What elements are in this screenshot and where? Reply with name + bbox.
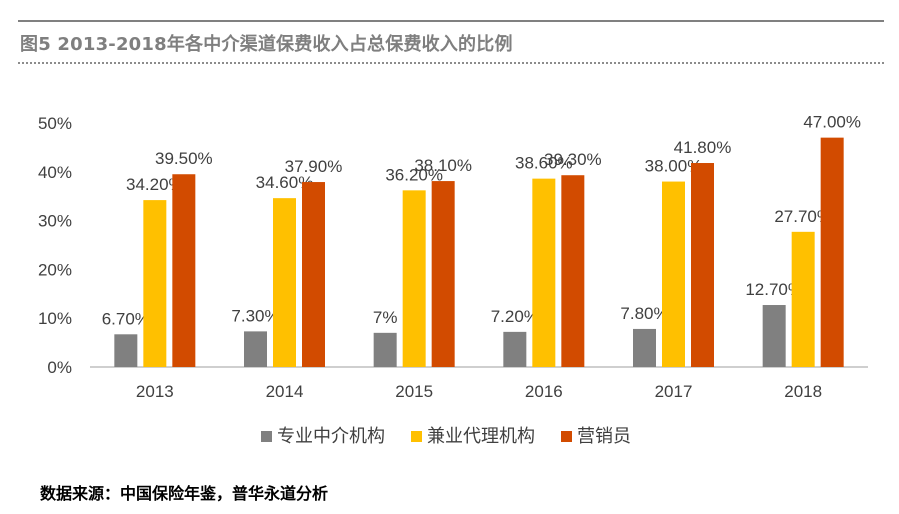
legend-label: 兼业代理机构	[427, 426, 535, 447]
bar	[662, 181, 685, 367]
figure-title: 图5 2013-2018年各中介渠道保费收入占总保费收入的比例	[20, 34, 513, 55]
data-label: 6.70%	[102, 309, 150, 328]
data-label: 37.90%	[285, 157, 343, 176]
y-tick-label: 50%	[38, 114, 72, 133]
data-label: 34.60%	[256, 173, 314, 192]
bar	[114, 334, 138, 367]
data-label: 34.20%	[126, 175, 184, 194]
bar	[302, 182, 325, 367]
bar	[691, 163, 714, 367]
x-tick-label: 2013	[136, 382, 174, 401]
data-label: 38.00%	[645, 157, 703, 176]
source-note: 数据来源：中国保险年鉴，普华永道分析	[40, 484, 329, 503]
legend-swatch	[261, 431, 272, 442]
bar	[532, 178, 556, 367]
data-label: 7.80%	[620, 304, 668, 323]
data-label: 7.20%	[491, 307, 539, 326]
data-label: 27.70%	[774, 207, 832, 226]
bar	[561, 175, 585, 367]
legend-label: 专业中介机构	[277, 426, 385, 447]
data-label: 41.80%	[674, 138, 732, 157]
y-tick-label: 0%	[47, 358, 72, 377]
bar-chart: 0% 10% 20% 30% 40% 50% 6.70% 34.20% 39.50% 2013 7.…	[38, 113, 868, 447]
x-tick-label: 2016	[525, 382, 563, 401]
x-tick-label: 2015	[395, 382, 433, 401]
data-label: 47.00%	[803, 113, 861, 132]
bar	[172, 174, 196, 367]
bar	[633, 328, 656, 367]
bar	[791, 231, 815, 367]
legend-swatch	[411, 431, 422, 442]
bar	[143, 200, 167, 367]
bar	[402, 190, 426, 367]
y-tick-label: 20%	[38, 260, 72, 279]
bar	[820, 137, 844, 367]
data-label: 12.70%	[745, 280, 803, 299]
legend-label: 营销员	[577, 426, 631, 447]
data-label: 7%	[373, 308, 398, 327]
legend-swatch	[561, 431, 572, 442]
x-tick-label: 2018	[784, 382, 822, 401]
y-tick-label: 30%	[38, 212, 72, 231]
bar	[373, 332, 397, 367]
y-tick-label: 40%	[38, 163, 72, 182]
title-dotted-rule	[18, 62, 884, 64]
y-tick-label: 10%	[38, 309, 72, 328]
bar	[762, 305, 786, 367]
data-label: 7.30%	[231, 306, 279, 325]
data-label: 38.10%	[414, 156, 472, 175]
data-label: 38.60%	[515, 154, 573, 173]
bar	[273, 198, 296, 367]
data-label: 36.20%	[385, 165, 443, 184]
bar	[431, 181, 455, 367]
data-label: 39.50%	[155, 149, 213, 168]
x-tick-label: 2017	[655, 382, 693, 401]
bar	[244, 331, 267, 367]
bar	[503, 331, 527, 367]
top-rule	[18, 20, 884, 22]
x-tick-label: 2014	[266, 382, 304, 401]
data-label: 39.30%	[544, 150, 602, 169]
